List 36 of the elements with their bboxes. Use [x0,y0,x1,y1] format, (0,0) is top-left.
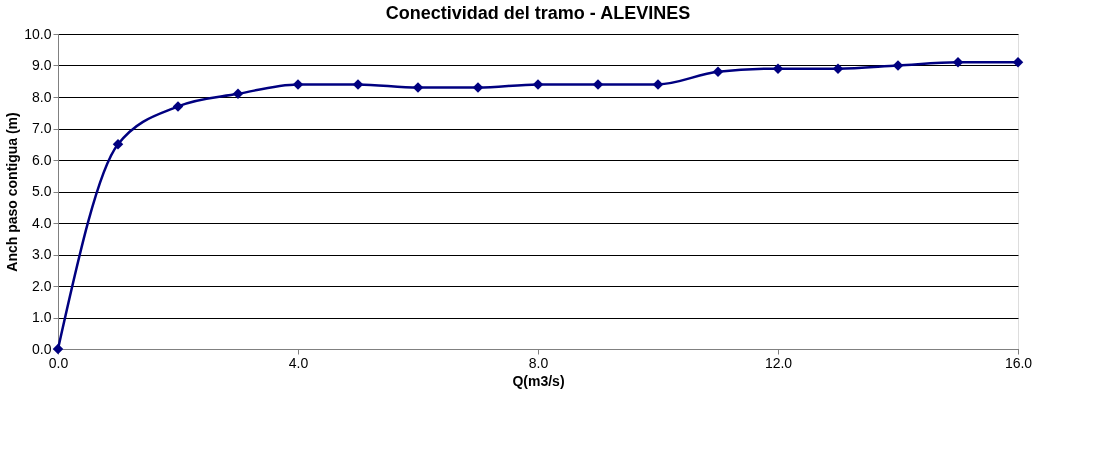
x-tick-label: 0.0 [48,354,69,371]
point [952,57,964,68]
point [652,79,664,90]
point [232,88,244,100]
x-tick-label: 12.0 [764,354,793,371]
x-tick-label: 4.0 [288,354,309,371]
y-axis-title: Anch paso contigua (m) [4,112,21,272]
y-tick-label: 5.0 [32,183,52,199]
y-tick-label: 6.0 [32,151,52,168]
y-tick-label: 9.0 [32,57,52,73]
y-tick-label: 10.0 [24,25,52,42]
point [1012,57,1024,68]
point [52,343,64,355]
y-tick-label: 2.0 [32,277,52,294]
y-tick-label: 3.0 [32,246,52,262]
x-axis-title: Q(m3/s) [512,372,565,389]
point [772,63,784,74]
point [292,79,304,90]
point [172,101,184,112]
point [892,60,904,71]
point [352,79,364,90]
point [592,79,604,90]
point [112,139,124,150]
y-tick-label: 7.0 [32,120,52,136]
chart-title: Conectividad del tramo - ALEVINES [385,3,691,23]
x-tick-label: 8.0 [528,354,549,371]
y-tick-label: 4.0 [32,214,52,231]
point [832,63,844,74]
point [412,82,424,93]
y-tick-label: 0.0 [32,340,52,357]
point [712,66,724,78]
y-tick-label: 1.0 [32,309,52,325]
point [532,79,544,90]
point [472,82,484,93]
y-tick-label: 8.0 [32,88,52,105]
x-tick-label: 16.0 [1004,354,1033,371]
